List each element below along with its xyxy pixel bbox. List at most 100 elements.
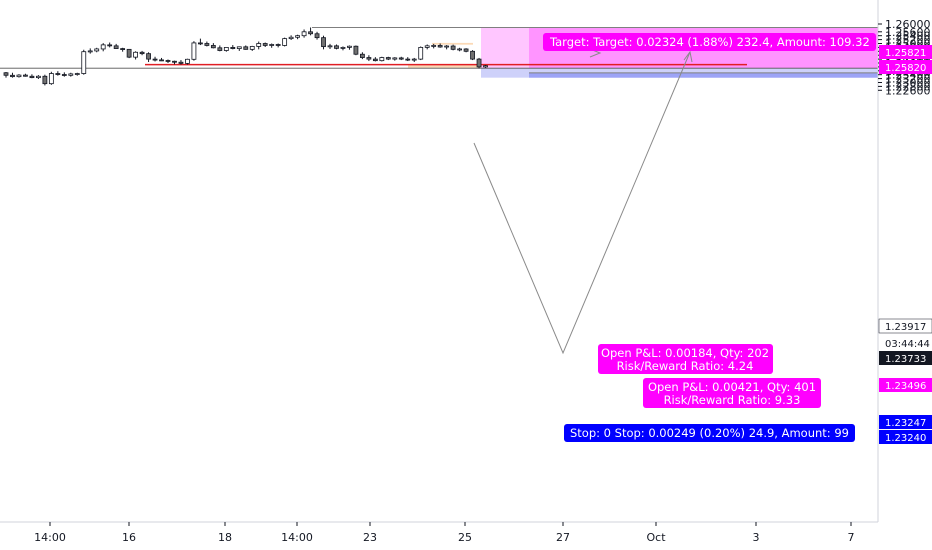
svg-text:1.23917: 1.23917: [885, 322, 926, 333]
candle-body: [470, 50, 475, 60]
candle: [10, 72, 15, 78]
svg-text:1.23496: 1.23496: [885, 381, 926, 392]
candle-body: [236, 46, 242, 49]
price-tag-entry: 1.23496: [879, 378, 932, 392]
candle-body: [230, 47, 236, 49]
candle: [470, 50, 475, 61]
pnl-label-1-line1: Open P&L: 0.00184, Qty: 202: [601, 346, 769, 360]
highlight-box-2: [432, 42, 473, 45]
svg-text:1.23247: 1.23247: [885, 418, 926, 429]
pnl-label-2-line2: Risk/Reward Ratio: 9.33: [664, 393, 801, 407]
candle-body: [16, 74, 22, 78]
candle: [3, 71, 9, 78]
candle: [61, 72, 67, 77]
drawing-overlay: [473, 48, 693, 355]
target-label-bg: [543, 33, 876, 51]
pnl-label-2[interactable]: Open P&L: 0.00421, Qty: 401 Risk/Reward …: [643, 378, 821, 408]
candle-body: [398, 57, 404, 60]
candle: [87, 48, 93, 54]
pnl-label-1-bg: [598, 344, 773, 374]
candle-body: [392, 57, 398, 60]
price-tag-countdown: 03:44:44: [879, 336, 932, 350]
candle-body: [314, 33, 320, 39]
candle: [146, 52, 151, 63]
candle: [152, 56, 158, 62]
candle-body: [372, 58, 378, 62]
candle: [431, 43, 437, 49]
candle-body: [23, 74, 28, 77]
candle: [262, 42, 268, 48]
candle: [418, 46, 424, 61]
pnl-label-2-line1: Open P&L: 0.00421, Qty: 401: [648, 380, 816, 394]
candle-body: [204, 43, 210, 46]
candle: [243, 45, 249, 50]
candle: [366, 55, 372, 62]
candle-body: [120, 48, 126, 50]
candle-body: [172, 60, 177, 63]
candle: [81, 49, 87, 75]
candle-body: [457, 48, 463, 51]
candle-body: [133, 51, 139, 58]
candle-body: [185, 58, 190, 64]
candle-body: [359, 53, 365, 58]
candle-body: [437, 45, 443, 48]
time-tick-label: 27: [556, 531, 570, 544]
candle: [23, 73, 28, 77]
candle: [392, 57, 398, 61]
price-tag-level: 1.23917: [878, 318, 932, 334]
highlight-box-1: [408, 64, 481, 68]
svg-text:1.25821: 1.25821: [885, 48, 926, 59]
candle: [450, 44, 456, 51]
candle-body: [418, 47, 424, 60]
candle-body: [301, 31, 307, 37]
candle-body: [288, 36, 294, 40]
price-tick-label: 1.25600: [885, 26, 931, 39]
candle-body: [42, 75, 48, 85]
candle: [411, 57, 417, 63]
target-label[interactable]: Target: Target: 0.02324 (1.88%) 232.4, A…: [543, 33, 876, 51]
candle: [100, 43, 106, 52]
candle: [249, 45, 255, 51]
candle-body: [275, 44, 281, 46]
candle: [340, 46, 346, 51]
candle: [172, 60, 177, 65]
candle-body: [444, 45, 450, 48]
candle-body: [210, 45, 216, 49]
pnl-label-1-line2: Risk/Reward Ratio: 4.24: [617, 359, 754, 373]
price-tag-target-1: 1.25821: [879, 45, 932, 59]
arrow-head: [683, 50, 693, 63]
candle: [347, 45, 352, 50]
candle-body: [340, 47, 346, 49]
time-axis[interactable]: 14:00 16 18 14:00 23 25 27 Oct 3 7: [34, 522, 855, 544]
candle-body: [321, 37, 326, 48]
candle-body: [74, 73, 80, 75]
candle-body: [159, 59, 164, 62]
candle-body: [191, 42, 197, 60]
candle: [476, 57, 482, 69]
pnl-label-1[interactable]: Open P&L: 0.00184, Qty: 202 Risk/Reward …: [598, 344, 773, 374]
candle-body: [385, 57, 391, 60]
price-lines: [0, 26, 878, 69]
time-tick-label: 14:00: [281, 531, 313, 544]
candle-body: [55, 73, 61, 75]
candle-body: [249, 46, 255, 50]
candle: [55, 71, 61, 76]
candle-body: [405, 58, 411, 61]
stop-label-bg: [564, 424, 855, 442]
candle: [236, 46, 242, 51]
candle: [120, 47, 126, 52]
candle: [295, 34, 301, 40]
stop-label[interactable]: Stop: 0 Stop: 0.00249 (0.20%) 24.9, Amou…: [564, 424, 855, 442]
candle: [29, 74, 35, 79]
time-tick-label: 23: [363, 531, 377, 544]
candle: [210, 43, 216, 49]
projection-path: [473, 51, 691, 355]
candle-body: [100, 44, 106, 50]
candles: [3, 27, 488, 86]
candle-body: [217, 47, 223, 51]
candle: [133, 51, 139, 60]
candle: [256, 41, 262, 50]
candle: [483, 64, 488, 68]
price-tick-label: 1.25400: [885, 30, 931, 43]
